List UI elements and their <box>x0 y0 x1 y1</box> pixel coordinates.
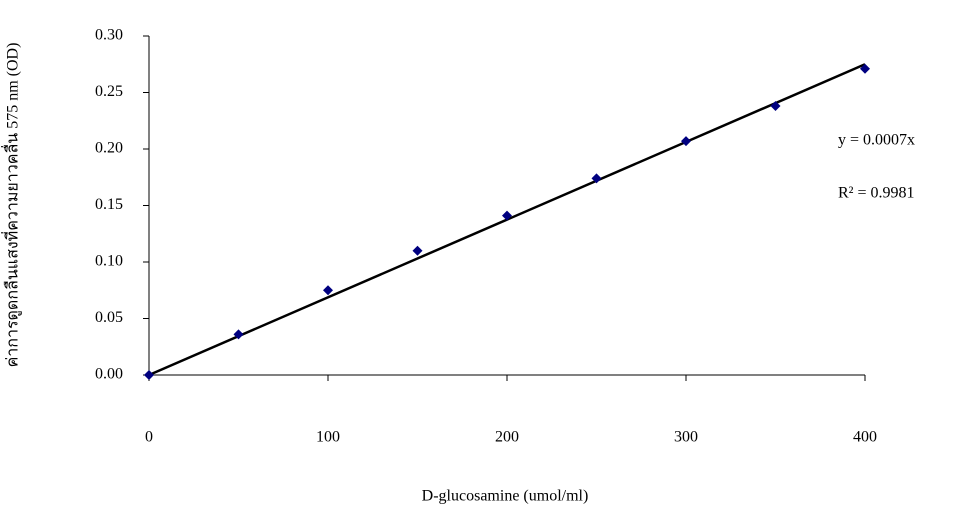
data-point <box>413 246 423 256</box>
data-point <box>144 370 154 380</box>
y-tick-label: 0.00 <box>95 366 123 383</box>
y-tick-label: 0.10 <box>95 253 123 270</box>
annotation: R² = 0.9981 <box>838 185 915 202</box>
annotation: y = 0.0007x <box>838 132 915 149</box>
x-tick-label: 400 <box>853 429 877 446</box>
x-tick-label: 200 <box>495 429 519 446</box>
data-point <box>323 285 333 295</box>
y-tick-label: 0.30 <box>95 27 123 44</box>
y-tick-label: 0.20 <box>95 140 123 157</box>
y-tick-label: 0.25 <box>95 83 123 100</box>
x-tick-label: 300 <box>674 429 698 446</box>
chart: ค่าการดูดกลืนแสงที่ความยาวคลื่น 575 nm (… <box>0 0 960 514</box>
y-axis-label: ค่าการดูดกลืนแสงที่ความยาวคลื่น 575 nm (… <box>1 43 23 368</box>
page: {"chart_data": {"type": "scatter", "x_la… <box>0 0 960 514</box>
x-axis-label: D-glucosamine (umol/ml) <box>422 488 589 505</box>
y-tick-label: 0.05 <box>95 309 123 326</box>
x-tick-label: 100 <box>316 429 340 446</box>
x-tick-label: 0 <box>145 429 153 446</box>
y-tick-label: 0.15 <box>95 196 123 213</box>
